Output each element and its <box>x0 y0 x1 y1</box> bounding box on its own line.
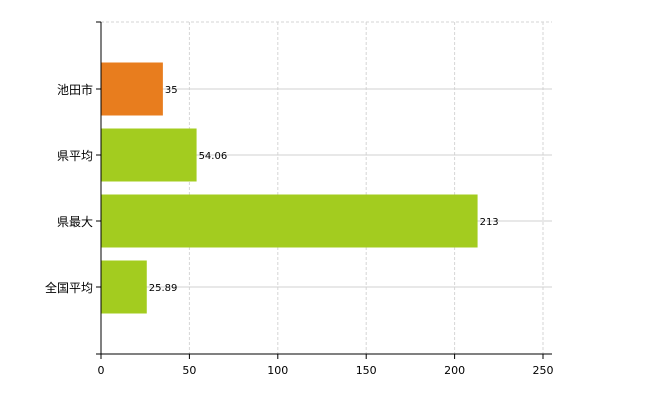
x-tick-label: 150 <box>356 364 377 377</box>
y-tick-label: 県平均 <box>57 149 93 163</box>
data-label: 213 <box>480 217 499 228</box>
bar <box>101 62 163 116</box>
x-tick-label: 200 <box>444 364 465 377</box>
y-tick-label: 池田市 <box>57 82 93 97</box>
y-tick-label: 全国平均 <box>45 280 93 295</box>
x-tick-label: 100 <box>267 364 288 377</box>
bar <box>101 260 147 314</box>
data-label: 54.06 <box>199 151 228 162</box>
x-tick-label: 0 <box>98 364 105 377</box>
data-label: 35 <box>165 85 178 96</box>
x-tick-label: 250 <box>533 364 554 377</box>
data-label: 25.89 <box>149 283 178 294</box>
x-tick-label: 50 <box>182 364 196 377</box>
y-tick-label: 県最大 <box>57 215 93 229</box>
bar <box>101 194 478 248</box>
bar <box>101 128 197 182</box>
